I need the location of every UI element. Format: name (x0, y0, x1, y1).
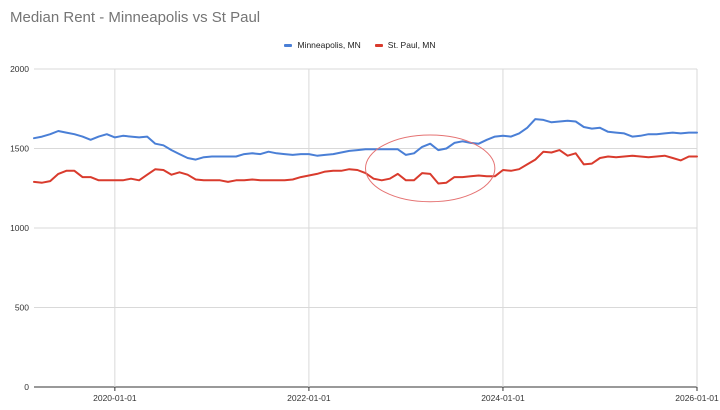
series-line-st-paul-mn (33, 149, 698, 185)
y-tick-label-2000: 2000 (10, 64, 29, 74)
y-tick-label-500: 500 (15, 303, 29, 313)
x-tick-label-2020-01-01: 2020-01-01 (93, 393, 137, 403)
legend-label-st-paul: St. Paul, MN (387, 40, 436, 50)
series-line-minneapolis-mn (33, 118, 698, 161)
x-tick-label-2024-01-01: 2024-01-01 (481, 393, 525, 403)
chart-title: Median Rent - Minneapolis vs St Paul (10, 9, 261, 26)
x-tick-label-2022-01-01: 2022-01-01 (287, 393, 331, 403)
x-tick-label-2026-01-01: 2026-01-01 (675, 393, 719, 403)
chart-legend: Minneapolis, MN St. Paul, MN (0, 40, 720, 50)
legend-label-minneapolis: Minneapolis, MN (297, 40, 361, 50)
y-tick-label-1000: 1000 (10, 223, 29, 233)
y-tick-label-1500: 1500 (10, 144, 29, 154)
highlight-ellipse (365, 134, 496, 203)
legend-item-minneapolis[interactable]: Minneapolis, MN (284, 40, 361, 50)
legend-item-st-paul[interactable]: St. Paul, MN (374, 40, 436, 50)
y-tick-label-0: 0 (24, 382, 29, 392)
legend-swatch-st-paul (374, 43, 383, 47)
legend-swatch-minneapolis (284, 43, 293, 47)
